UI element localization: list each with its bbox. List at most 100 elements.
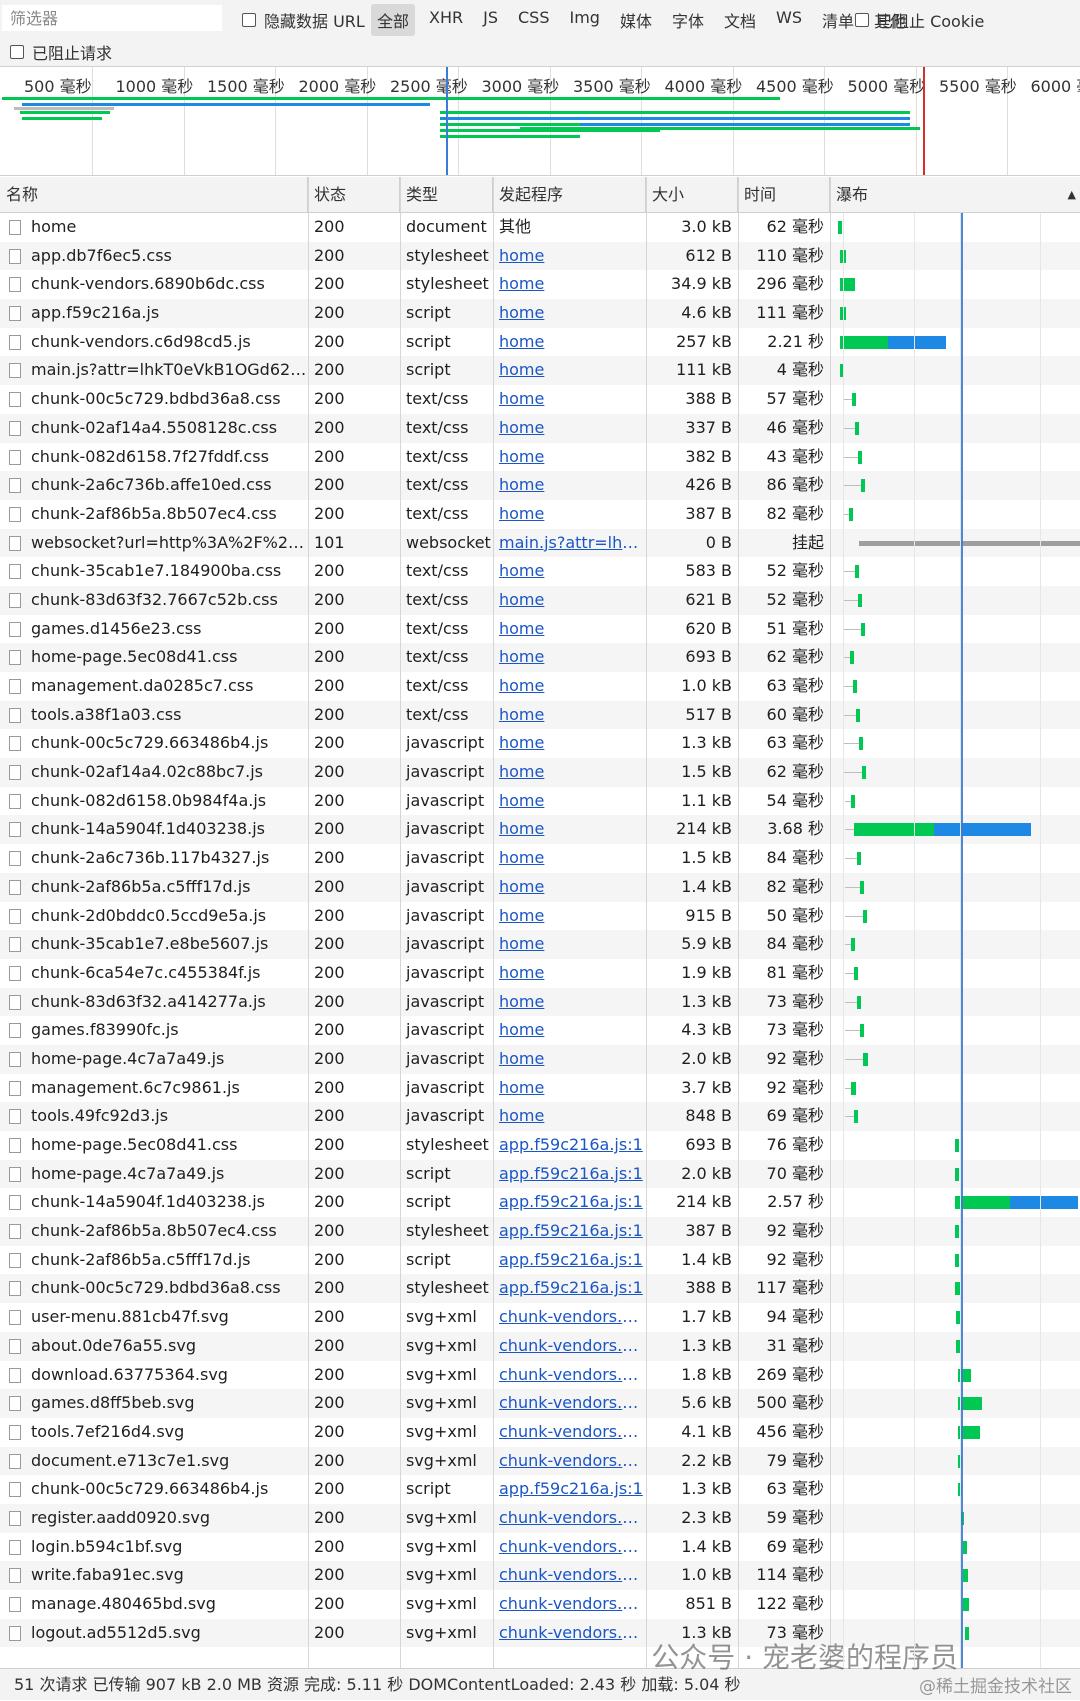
request-initiator[interactable]: home: [493, 242, 646, 271]
checkbox-icon[interactable]: [242, 13, 256, 27]
request-initiator[interactable]: chunk-vendors.c6...: [493, 1504, 646, 1533]
request-initiator[interactable]: app.f59c216a.js:1: [493, 1246, 646, 1275]
request-initiator[interactable]: home: [493, 1074, 646, 1103]
request-initiator[interactable]: chunk-vendors.c6...: [493, 1389, 646, 1418]
request-initiator[interactable]: home: [493, 270, 646, 299]
request-initiator[interactable]: chunk-vendors.c6...: [493, 1418, 646, 1447]
type-tab[interactable]: Img: [563, 4, 605, 36]
column-header-status[interactable]: 状态: [308, 177, 400, 212]
request-initiator[interactable]: home: [493, 959, 646, 988]
column-header-waterfall[interactable]: 瀑布 ▲: [830, 177, 1080, 212]
filter-input[interactable]: [2, 5, 222, 31]
checkbox-icon[interactable]: [855, 13, 869, 27]
request-initiator[interactable]: home: [493, 988, 646, 1017]
column-header-initiator[interactable]: 发起程序: [493, 177, 646, 212]
request-initiator[interactable]: chunk-vendors.c6...: [493, 1590, 646, 1619]
type-tab[interactable]: WS: [770, 4, 808, 36]
request-initiator[interactable]: app.f59c216a.js:1: [493, 1217, 646, 1246]
request-initiator[interactable]: home: [493, 1016, 646, 1045]
request-initiator[interactable]: home: [493, 414, 646, 443]
type-tab[interactable]: 字体: [666, 4, 710, 36]
type-tab[interactable]: 媒体: [614, 4, 658, 36]
request-initiator[interactable]: chunk-vendors.c6...: [493, 1619, 646, 1648]
request-initiator[interactable]: home: [493, 787, 646, 816]
request-initiator[interactable]: main.js?attr=lhkT...: [493, 529, 646, 558]
request-initiator[interactable]: home: [493, 643, 646, 672]
request-initiator[interactable]: home: [493, 328, 646, 357]
request-initiator[interactable]: chunk-vendors.c6...: [493, 1561, 646, 1590]
type-tab[interactable]: JS: [477, 4, 504, 36]
request-initiator[interactable]: home: [493, 729, 646, 758]
request-initiator[interactable]: home: [493, 557, 646, 586]
request-initiator[interactable]: home: [493, 873, 646, 902]
request-initiator[interactable]: home: [493, 902, 646, 931]
request-initiator[interactable]: home: [493, 815, 646, 844]
request-initiator[interactable]: home: [493, 701, 646, 730]
checkbox-icon[interactable]: [10, 45, 24, 59]
type-tab[interactable]: 文档: [718, 4, 762, 36]
request-initiator[interactable]: home: [493, 615, 646, 644]
column-header-size[interactable]: 大小: [646, 177, 738, 212]
type-tab[interactable]: XHR: [423, 4, 469, 36]
blocked-cookies-checkbox[interactable]: 已阻止 Cookie: [855, 8, 984, 32]
request-initiator[interactable]: home: [493, 385, 646, 414]
request-initiator[interactable]: home: [493, 299, 646, 328]
request-initiator[interactable]: chunk-vendors.c6...: [493, 1447, 646, 1476]
column-header-time[interactable]: 时间: [738, 177, 830, 212]
request-initiator[interactable]: app.f59c216a.js:1: [493, 1160, 646, 1189]
request-initiator[interactable]: home: [493, 844, 646, 873]
column-header-type[interactable]: 类型: [400, 177, 493, 212]
request-initiator[interactable]: app.f59c216a.js:1: [493, 1188, 646, 1217]
type-tab[interactable]: 清单: [816, 4, 860, 36]
request-initiator[interactable]: home: [493, 1102, 646, 1131]
request-initiator[interactable]: home: [493, 930, 646, 959]
request-initiator[interactable]: home: [493, 443, 646, 472]
type-tab[interactable]: CSS: [512, 4, 555, 36]
request-initiator[interactable]: home: [493, 672, 646, 701]
hide-data-url-checkbox[interactable]: 隐藏数据 URL: [242, 8, 365, 32]
request-initiator[interactable]: chunk-vendors.c6...: [493, 1303, 646, 1332]
request-initiator[interactable]: home: [493, 500, 646, 529]
